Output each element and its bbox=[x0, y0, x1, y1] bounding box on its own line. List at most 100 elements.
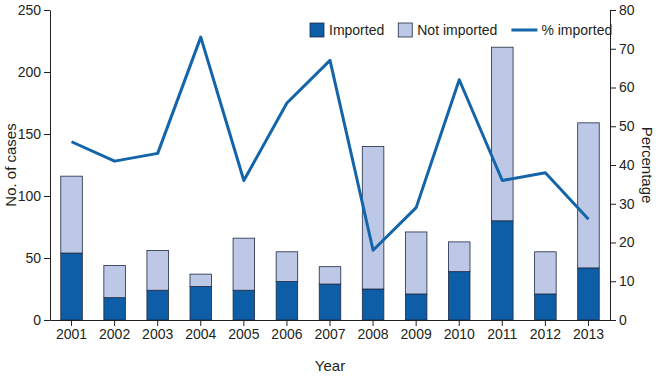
bar bbox=[405, 232, 427, 294]
tick-label: 150 bbox=[18, 126, 42, 142]
tick: 40 bbox=[610, 157, 635, 173]
tick-label: 40 bbox=[619, 157, 635, 173]
x-axis-title: Year bbox=[315, 357, 345, 374]
bar bbox=[147, 251, 169, 291]
tick: 2007 bbox=[314, 320, 345, 342]
bar bbox=[147, 290, 169, 320]
plot: 2001200220032004200520062007200820092010… bbox=[18, 2, 635, 342]
tick: 2005 bbox=[228, 320, 259, 342]
tick-mark bbox=[610, 204, 616, 205]
tick: 50 bbox=[25, 250, 50, 266]
tick: 150 bbox=[18, 126, 50, 142]
tick-label: 50 bbox=[619, 118, 635, 134]
tick-label: 2004 bbox=[185, 326, 216, 342]
bar bbox=[190, 287, 212, 320]
legend-key bbox=[511, 29, 537, 32]
tick-label: 70 bbox=[619, 41, 635, 57]
tick-mark bbox=[610, 320, 616, 321]
bar bbox=[578, 268, 600, 320]
tick-label: 2005 bbox=[228, 326, 259, 342]
tick-mark bbox=[610, 243, 616, 244]
tick-label: 2001 bbox=[56, 326, 87, 342]
tick: 2001 bbox=[56, 320, 87, 342]
tick: 2012 bbox=[530, 320, 561, 342]
bar bbox=[535, 252, 557, 294]
bar bbox=[319, 267, 341, 284]
bar bbox=[405, 294, 427, 320]
tick-label: 30 bbox=[619, 196, 635, 212]
bar bbox=[535, 294, 557, 320]
bar bbox=[492, 221, 514, 320]
bar bbox=[233, 290, 255, 320]
tick: 30 bbox=[610, 196, 635, 212]
legend-label: Not imported bbox=[417, 22, 497, 38]
tick-mark bbox=[610, 281, 616, 282]
tick-label: 2006 bbox=[271, 326, 302, 342]
tick: 0 bbox=[33, 312, 50, 328]
tick-label: 2013 bbox=[573, 326, 604, 342]
tick-label: 2009 bbox=[401, 326, 432, 342]
bar bbox=[448, 272, 470, 320]
y-axis: 0 50 100 150 200 250 bbox=[18, 2, 51, 328]
tick: 250 bbox=[18, 2, 50, 18]
bar bbox=[276, 252, 298, 282]
tick-label: 100 bbox=[18, 188, 42, 204]
legend-item: % imported bbox=[511, 22, 612, 38]
tick-mark bbox=[44, 320, 50, 321]
x-axis: 2001 2002 2003 2004 2005 2006 2007 2008 2009 2010… bbox=[51, 320, 611, 342]
marks bbox=[61, 37, 599, 320]
tick-label: 0 bbox=[619, 312, 627, 328]
tick: 60 bbox=[610, 79, 635, 95]
bar bbox=[362, 289, 384, 320]
tick: 70 bbox=[610, 41, 635, 57]
bar bbox=[276, 282, 298, 320]
tick: 10 bbox=[610, 273, 635, 289]
line bbox=[72, 37, 589, 250]
tick: 2010 bbox=[444, 320, 475, 342]
y-axis-title: No. of cases bbox=[2, 123, 19, 206]
tick-label: 50 bbox=[25, 250, 41, 266]
bar bbox=[319, 284, 341, 320]
tick-label: 2007 bbox=[314, 326, 345, 342]
legend-item: Imported bbox=[310, 22, 384, 38]
tick-label: 20 bbox=[619, 234, 635, 250]
bar bbox=[190, 274, 212, 286]
tick-mark bbox=[610, 88, 616, 89]
tick-label: 2012 bbox=[530, 326, 561, 342]
tick-label: 60 bbox=[619, 79, 635, 95]
tick-mark bbox=[610, 165, 616, 166]
tick-mark bbox=[610, 49, 616, 50]
tick-mark bbox=[44, 134, 50, 135]
tick-label: 0 bbox=[33, 312, 41, 328]
bar bbox=[104, 265, 126, 297]
tick: 2008 bbox=[357, 320, 388, 342]
tick-label: 250 bbox=[18, 2, 42, 18]
tick-label: 2011 bbox=[487, 326, 517, 342]
legend-label: Imported bbox=[329, 22, 384, 38]
tick-label: 200 bbox=[18, 64, 42, 80]
tick-mark bbox=[44, 196, 50, 197]
tick-label: 2002 bbox=[99, 326, 130, 342]
legend-item: Not imported bbox=[398, 22, 497, 38]
tick: 2011 bbox=[487, 320, 517, 342]
tick: 200 bbox=[18, 64, 50, 80]
bar bbox=[61, 176, 83, 253]
tick: 2006 bbox=[271, 320, 302, 342]
bar bbox=[578, 123, 600, 268]
tick: 50 bbox=[610, 118, 635, 134]
tick-label: 10 bbox=[619, 273, 635, 289]
legend-label: % imported bbox=[541, 22, 612, 38]
tick: 2003 bbox=[142, 320, 173, 342]
tick-mark bbox=[610, 10, 616, 11]
tick-label: 2003 bbox=[142, 326, 173, 342]
axis-line bbox=[50, 11, 51, 321]
tick-mark bbox=[44, 10, 50, 11]
chart: 2001200220032004200520062007200820092010… bbox=[0, 0, 656, 379]
tick-mark bbox=[610, 126, 616, 127]
tick: 80 bbox=[610, 2, 635, 18]
tick: 2013 bbox=[573, 320, 604, 342]
tick-label: 80 bbox=[619, 2, 635, 18]
legend: Imported Not imported % imported bbox=[310, 22, 612, 38]
tick: 0 bbox=[610, 312, 627, 328]
bar bbox=[448, 242, 470, 272]
